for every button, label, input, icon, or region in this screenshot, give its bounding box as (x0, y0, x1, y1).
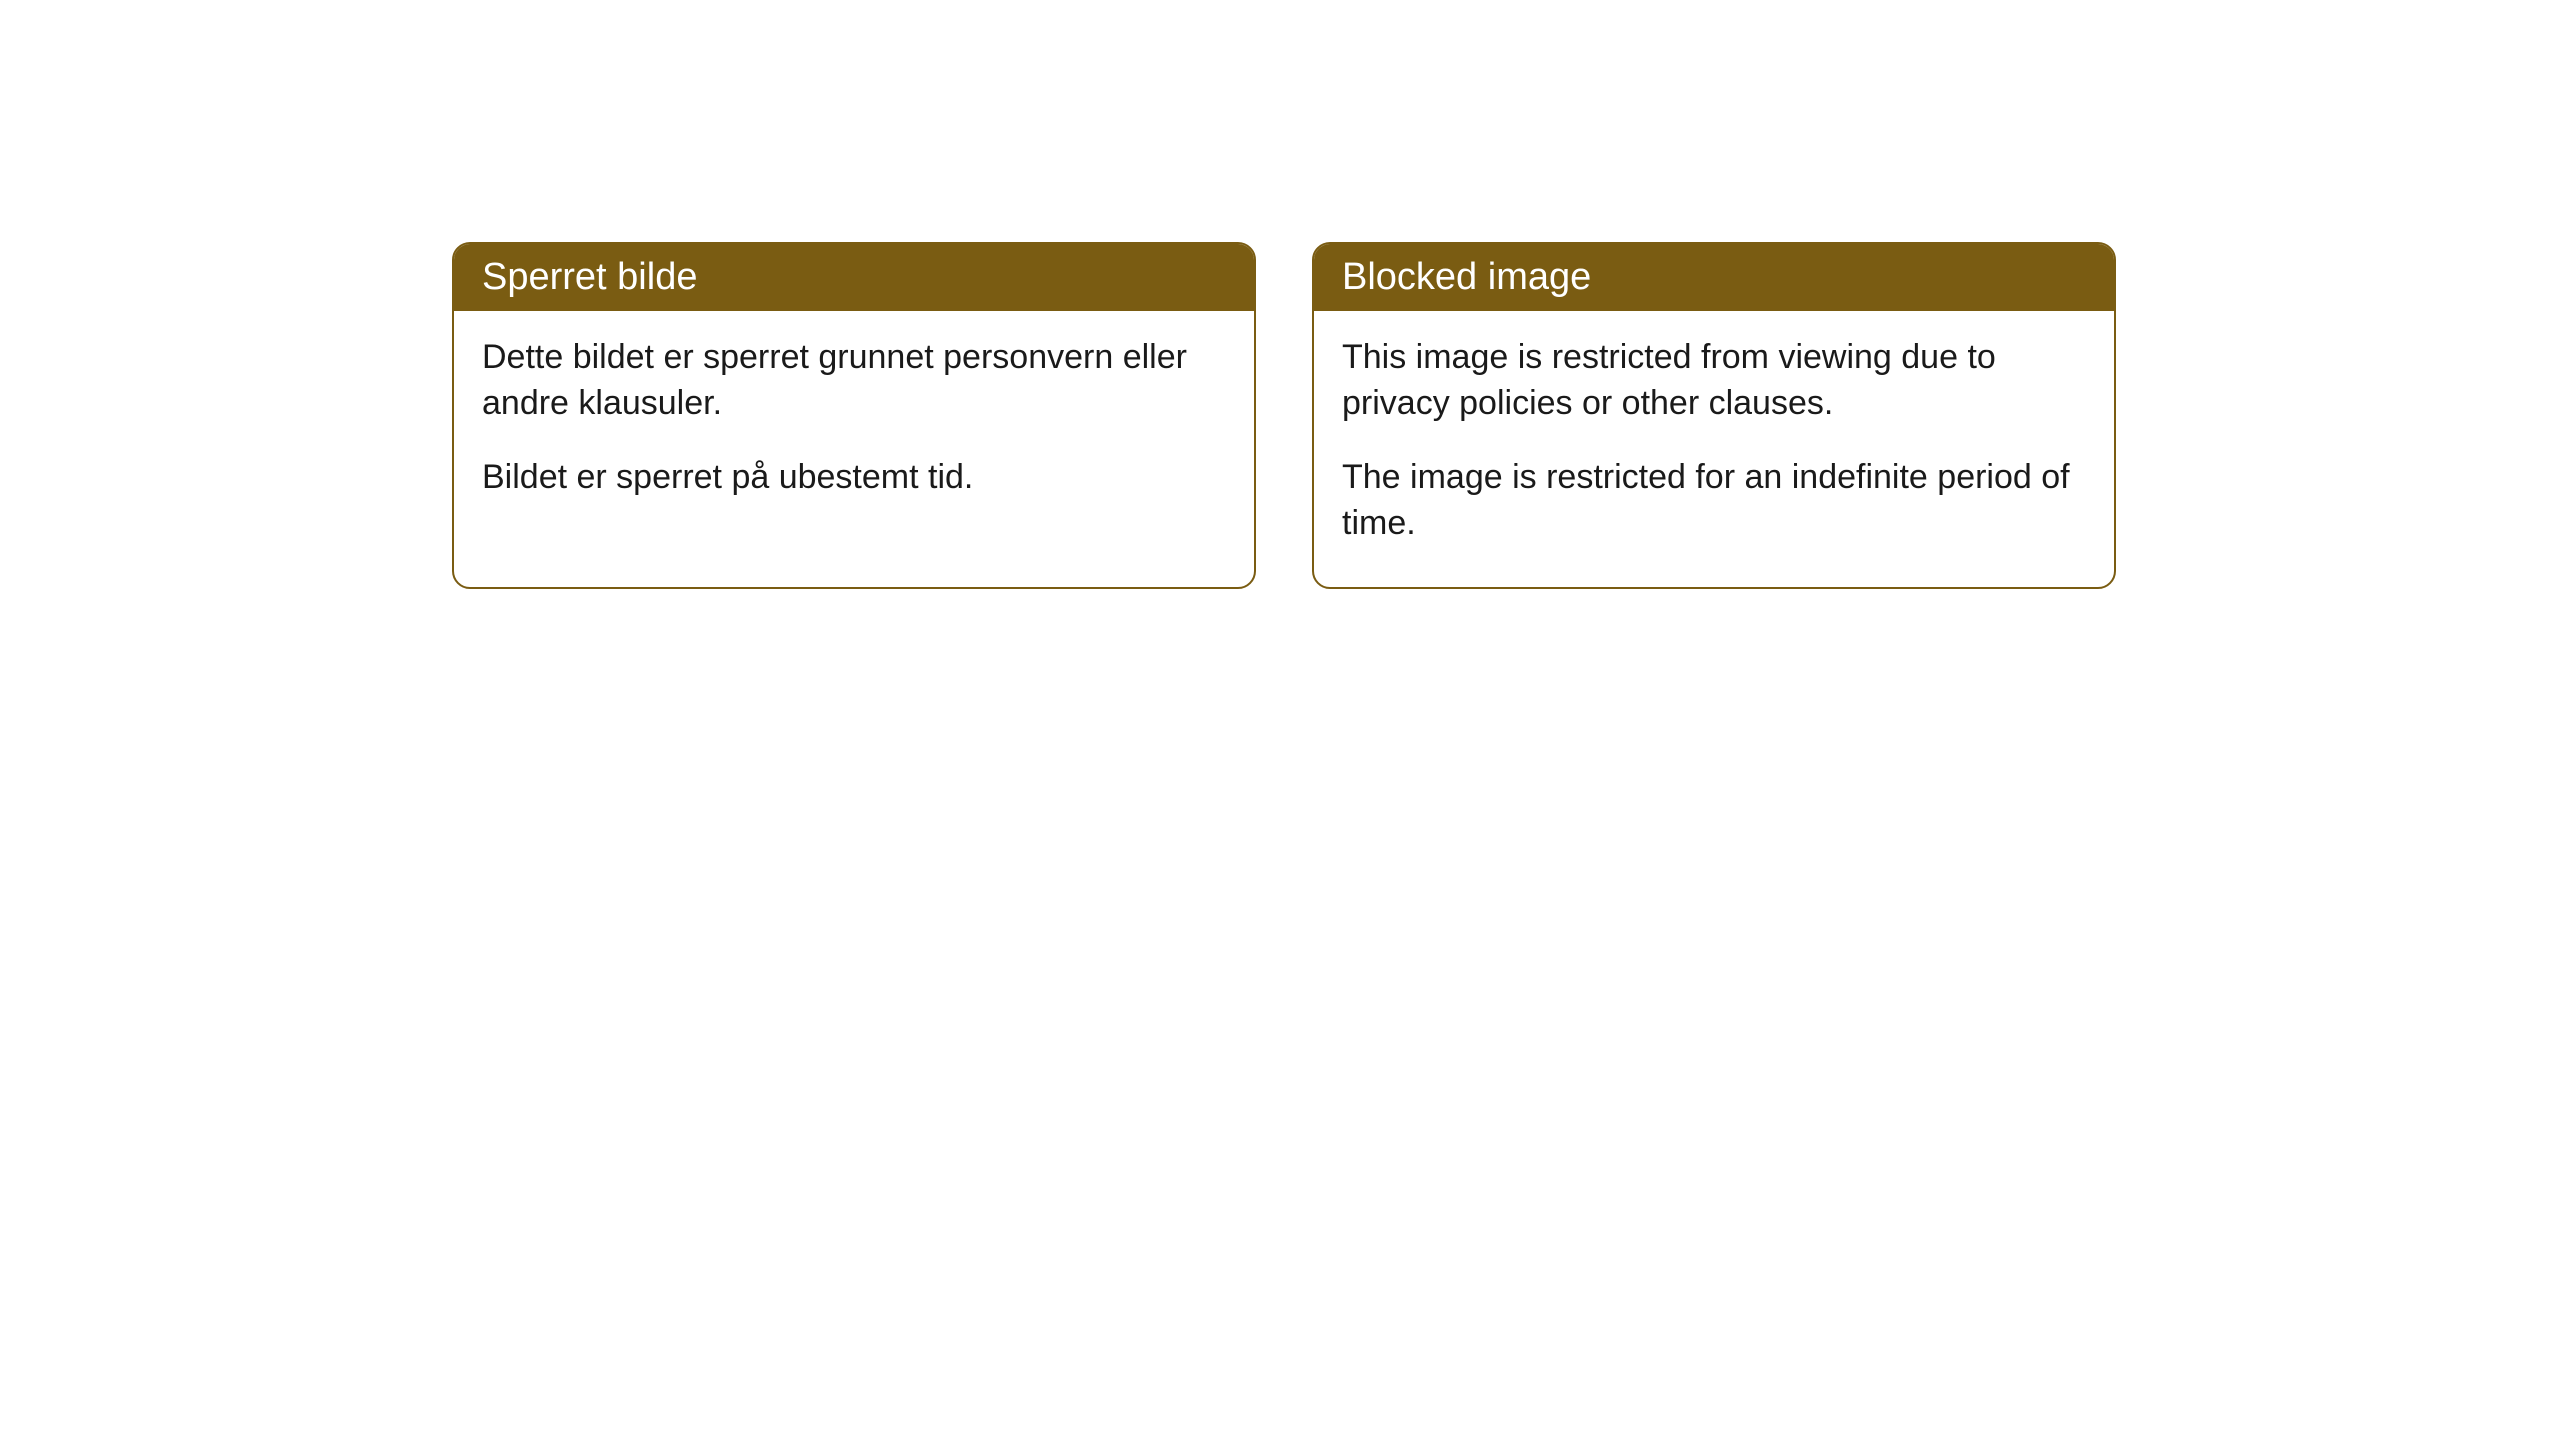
card-body: This image is restricted from viewing du… (1314, 311, 2114, 587)
card-paragraph: This image is restricted from viewing du… (1342, 335, 2086, 427)
card-title: Blocked image (1342, 256, 1591, 298)
notice-cards-container: Sperret bilde Dette bildet er sperret gr… (452, 242, 2116, 589)
card-body: Dette bildet er sperret grunnet personve… (454, 311, 1254, 541)
card-paragraph: Dette bildet er sperret grunnet personve… (482, 335, 1226, 427)
card-header: Sperret bilde (454, 244, 1254, 311)
notice-card-norwegian: Sperret bilde Dette bildet er sperret gr… (452, 242, 1256, 589)
card-paragraph: The image is restricted for an indefinit… (1342, 455, 2086, 547)
card-title: Sperret bilde (482, 256, 697, 298)
card-paragraph: Bildet er sperret på ubestemt tid. (482, 455, 1226, 501)
notice-card-english: Blocked image This image is restricted f… (1312, 242, 2116, 589)
card-header: Blocked image (1314, 244, 2114, 311)
